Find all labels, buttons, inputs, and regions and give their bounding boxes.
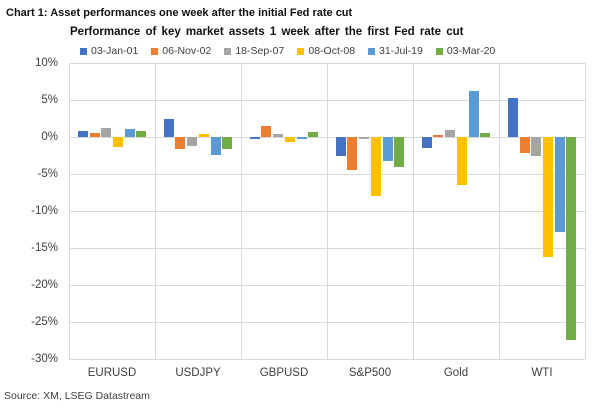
bar-03-Mar-20-S&P500 xyxy=(394,137,405,167)
legend-color-swatch xyxy=(80,47,87,55)
y-tick-label: 5% xyxy=(41,94,58,106)
bar-08-Oct-08-USDJPY xyxy=(198,134,209,137)
legend-item-31-Jul-19: 31-Jul-19 xyxy=(368,45,423,57)
bar-03-Jan-01-WTI xyxy=(507,97,518,137)
bar-08-Oct-08-GBPUSD xyxy=(284,137,295,143)
figure-title: Chart 1: Asset performances one week aft… xyxy=(6,7,353,19)
legend-color-swatch xyxy=(151,47,159,55)
bar-03-Jan-01-EURUSD xyxy=(77,131,88,137)
legend-label: 31-Jul-19 xyxy=(379,45,423,57)
bar-03-Mar-20-USDJPY xyxy=(222,137,233,149)
y-tick-label: 10% xyxy=(34,57,58,69)
legend-color-swatch xyxy=(297,47,305,55)
legend-label: 03-Mar-20 xyxy=(446,45,496,57)
gridline-horizontal xyxy=(69,359,585,360)
gridline-vertical xyxy=(413,63,414,359)
bar-18-Sep-07-WTI xyxy=(531,137,542,156)
bar-03-Mar-20-Gold xyxy=(480,132,491,137)
chart-legend: 03-Jan-01 06-Nov-02 18-Sep-07 08-Oct-08 31-J… xyxy=(80,45,495,57)
bar-31-Jul-19-Gold xyxy=(468,91,479,137)
legend-color-swatch xyxy=(368,47,376,55)
legend-item-06-Nov-02: 06-Nov-02 xyxy=(151,45,211,57)
y-tick-label: -30% xyxy=(31,353,58,365)
bar-18-Sep-07-Gold xyxy=(445,129,456,137)
bar-18-Sep-07-S&P500 xyxy=(359,137,370,139)
gridline-vertical xyxy=(69,63,70,359)
bar-18-Sep-07-GBPUSD xyxy=(273,134,284,137)
bar-31-Jul-19-GBPUSD xyxy=(296,137,307,139)
x-category-label: Gold xyxy=(443,367,469,379)
bar-03-Mar-20-WTI xyxy=(566,137,577,340)
bar-08-Oct-08-S&P500 xyxy=(370,137,381,196)
x-category-label: EURUSD xyxy=(87,367,137,379)
bar-18-Sep-07-EURUSD xyxy=(101,128,112,137)
x-category-label: S&P500 xyxy=(348,367,392,379)
chart-title: Performance of key market assets 1 week … xyxy=(70,26,464,38)
gridline-vertical xyxy=(585,63,586,359)
legend-label: 18-Sep-07 xyxy=(235,45,285,57)
bar-06-Nov-02-USDJPY xyxy=(175,137,186,149)
legend-item-08-Oct-08: 08-Oct-08 xyxy=(297,45,355,57)
bar-06-Nov-02-GBPUSD xyxy=(261,125,272,137)
bar-03-Mar-20-EURUSD xyxy=(136,131,147,137)
legend-color-swatch xyxy=(224,47,232,55)
gridline-vertical xyxy=(155,63,156,359)
bar-03-Jan-01-USDJPY xyxy=(163,119,174,137)
legend-item-03-Jan-01: 03-Jan-01 xyxy=(80,45,138,57)
bar-18-Sep-07-USDJPY xyxy=(187,137,198,146)
bar-03-Jan-01-S&P500 xyxy=(335,137,346,156)
y-tick-label: -5% xyxy=(37,168,58,180)
x-category-label: USDJPY xyxy=(175,367,221,379)
bar-08-Oct-08-Gold xyxy=(456,137,467,186)
y-tick-label: -20% xyxy=(31,279,58,291)
bar-03-Jan-01-GBPUSD xyxy=(249,137,260,140)
bar-31-Jul-19-EURUSD xyxy=(124,128,135,137)
x-category-label: WTI xyxy=(531,367,553,379)
bar-31-Jul-19-WTI xyxy=(554,137,565,232)
bar-06-Nov-02-EURUSD xyxy=(89,133,100,137)
bar-06-Nov-02-WTI xyxy=(519,137,530,154)
bar-31-Jul-19-USDJPY xyxy=(210,137,221,155)
gridline-vertical xyxy=(327,63,328,359)
bar-03-Jan-01-Gold xyxy=(421,137,432,149)
x-category-label: GBPUSD xyxy=(259,367,309,379)
bar-08-Oct-08-WTI xyxy=(542,137,553,257)
y-tick-label: -10% xyxy=(31,205,58,217)
bar-08-Oct-08-EURUSD xyxy=(112,137,123,147)
legend-label: 08-Oct-08 xyxy=(308,45,356,57)
legend-item-18-Sep-07: 18-Sep-07 xyxy=(224,45,284,57)
gridline-vertical xyxy=(241,63,242,359)
bar-06-Nov-02-S&P500 xyxy=(347,137,358,171)
y-tick-label: -25% xyxy=(31,316,58,328)
bar-03-Mar-20-GBPUSD xyxy=(308,131,319,137)
legend-item-03-Mar-20: 03-Mar-20 xyxy=(435,45,496,57)
source-note: Source: XM, LSEG Datastream xyxy=(4,390,150,402)
legend-label: 06-Nov-02 xyxy=(162,45,212,57)
legend-color-swatch xyxy=(435,47,443,55)
gridline-vertical xyxy=(499,63,500,359)
legend-label: 03-Jan-01 xyxy=(91,45,139,57)
y-tick-label: 0% xyxy=(41,131,58,143)
bar-31-Jul-19-S&P500 xyxy=(382,137,393,162)
y-tick-label: -15% xyxy=(31,242,58,254)
bar-06-Nov-02-Gold xyxy=(433,134,444,137)
